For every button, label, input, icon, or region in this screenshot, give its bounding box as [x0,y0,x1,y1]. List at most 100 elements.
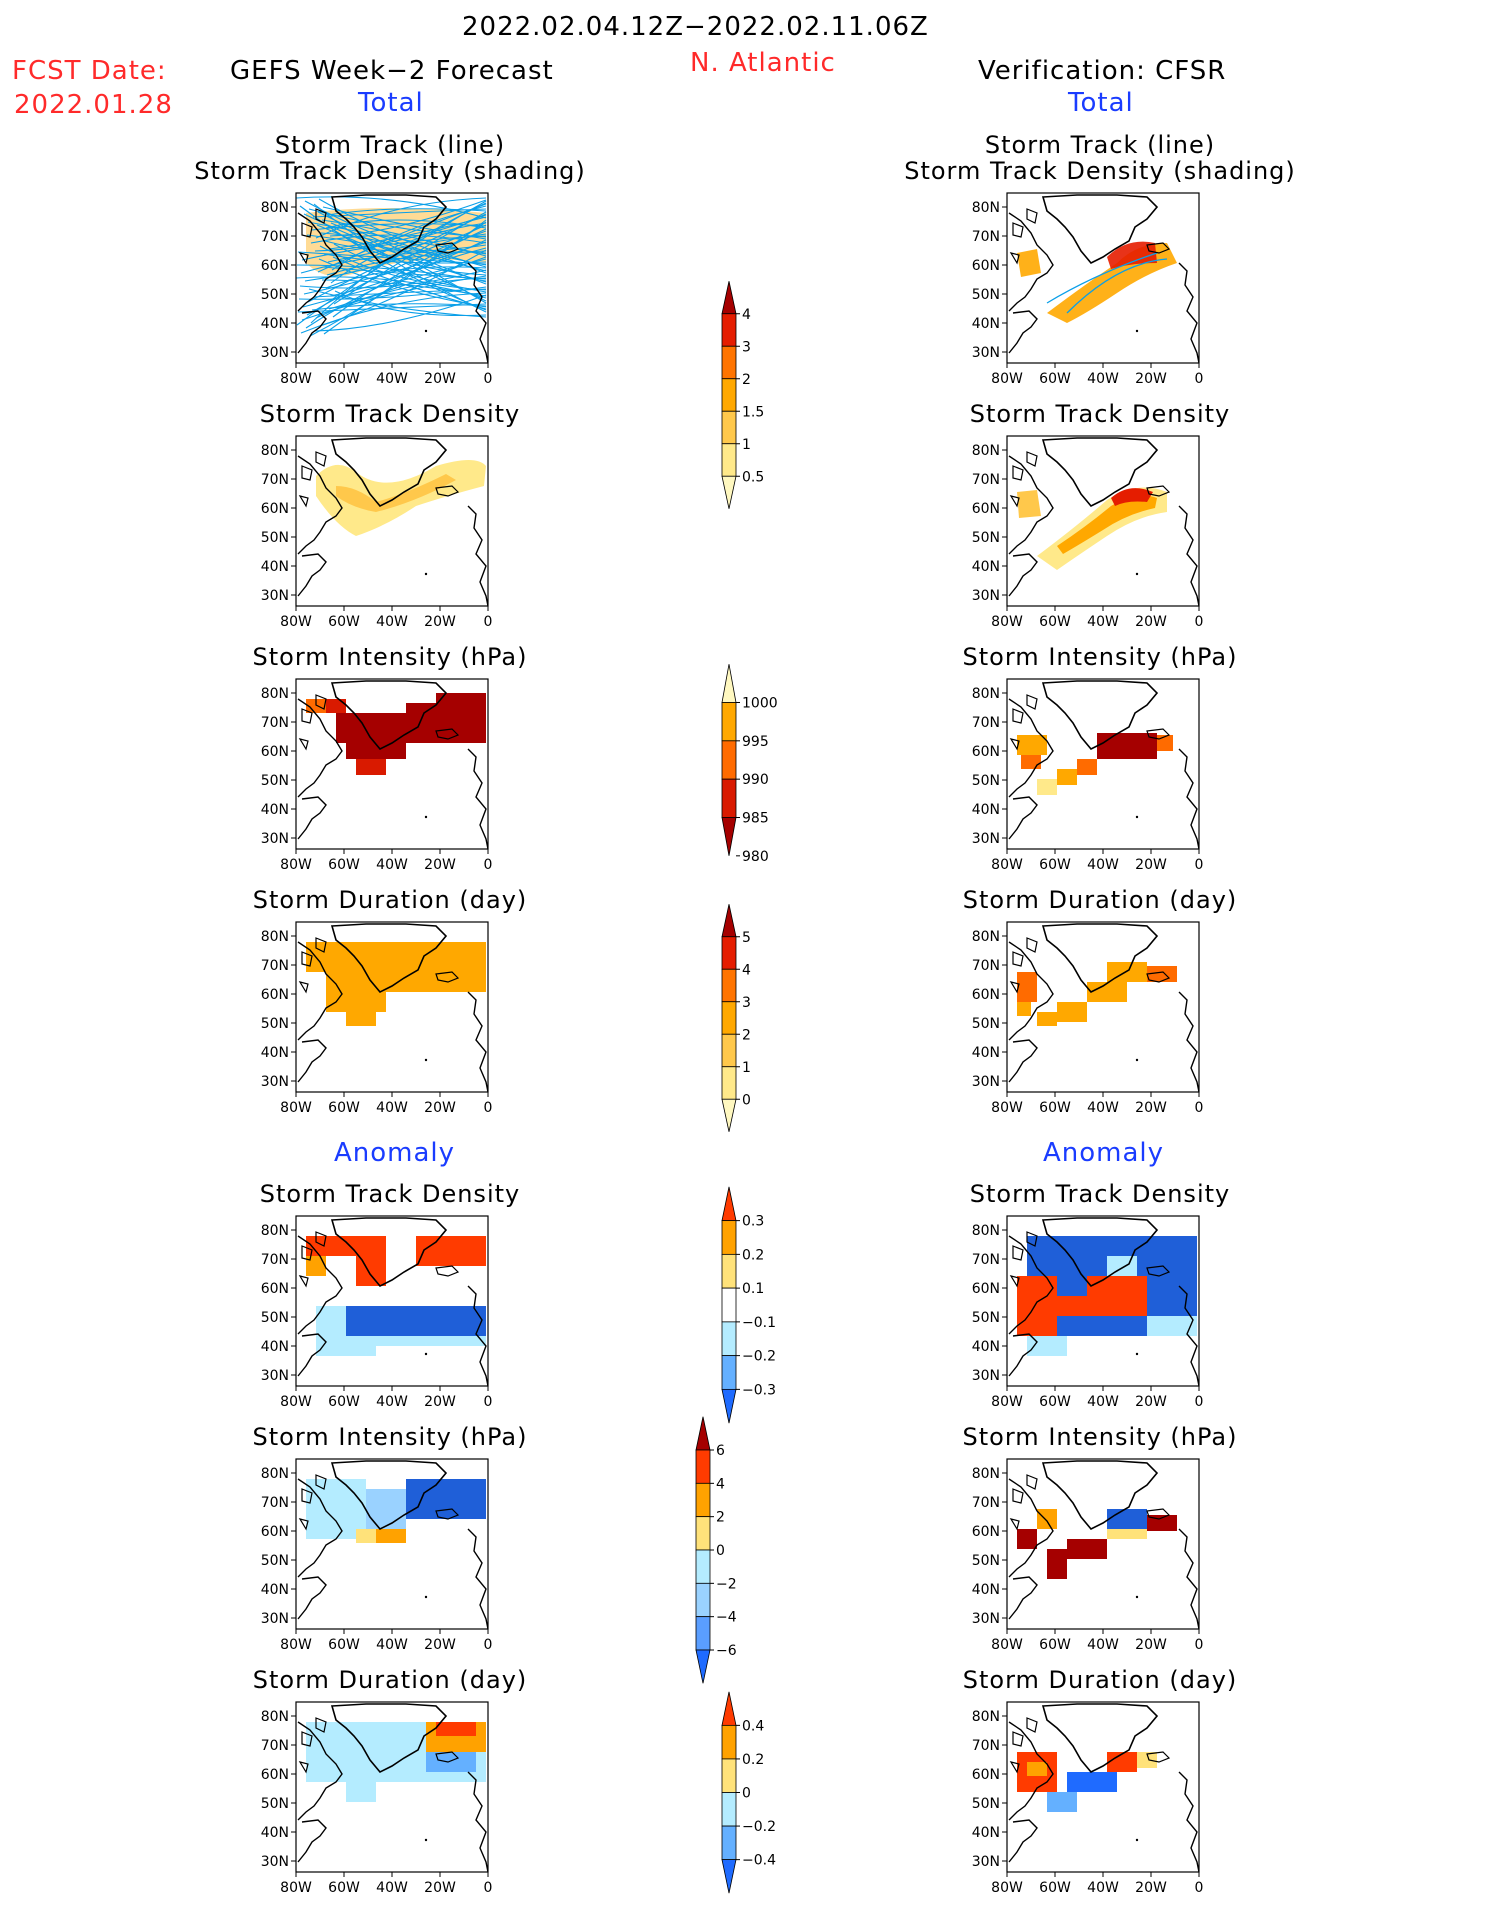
map-left-track [295,192,489,364]
storm-track-line [328,216,487,250]
arctic-islands-coastline [1009,694,1038,751]
labrador-coastline [1008,1478,1054,1578]
arctic-islands-coastline [298,694,327,751]
map-left-anom-density-content [297,1217,488,1386]
lat-tick-label: 60N [261,1524,289,1540]
lon-tick-label: 80W [991,857,1023,873]
lat-tick-label: 70N [261,229,289,245]
lat-tick-label: 50N [261,773,289,789]
greenland-coastline [1041,194,1159,264]
lat-tick-label: 30N [261,1854,289,1870]
azores-dot [1135,572,1139,576]
labrador-coastline [297,941,343,1041]
shaded-cell [406,703,486,743]
colorbar-anom-density: 0.3 0.2 0.1 −0.1 −0.2 −0.3 [721,1186,776,1424]
map-left-track-content [296,194,488,363]
lat-tick-label: 50N [972,530,1000,546]
iceland-coastline [1146,242,1171,254]
title-anom-duration-right: Storm Duration (day) [962,1666,1238,1694]
colorbar-segment [721,1724,737,1760]
storm-track-line [1066,258,1168,314]
europe-coastline [467,1528,488,1629]
shaded-cell [356,1236,386,1286]
labrador-coastline [1008,941,1054,1041]
iceland-coastline [1146,728,1171,740]
lon-tick-label: 60W [1039,1394,1071,1410]
lat-tick-label: 80N [972,443,1000,459]
shaded-cell [1027,1336,1067,1356]
shaded-cell [356,1529,376,1543]
azores-dot [424,1058,428,1062]
lat-tick-label: 40N [972,1339,1000,1355]
colorbar-segment [721,1033,737,1068]
lat-tick-label: 40N [261,1045,289,1061]
arctic-islands-coastline [1009,1231,1038,1288]
lon-tick-label: 60W [1039,614,1071,630]
lat-tick-label: 70N [261,715,289,731]
period-title: 2022.02.04.12Z−2022.02.11.06Z [462,12,929,42]
lat-tick-label: 60N [261,1281,289,1297]
storm-track-line [1046,252,1158,304]
verification-title: Verification: CFSR [978,56,1227,86]
lat-tick-label: 30N [972,1368,1000,1384]
shaded-cell [386,972,446,992]
lat-tick-label: 50N [972,287,1000,303]
shaded-cell [1037,1012,1057,1026]
colorbar-segment [721,1287,737,1323]
map-left-anom-intensity-content [297,1460,488,1629]
lon-tick-label: 20W [424,857,456,873]
colorbar-label: 0.5 [742,469,764,485]
shaded-cell [1087,982,1127,1002]
colorbar-segment [721,1758,737,1793]
lon-tick-label: 0 [1195,371,1204,387]
colorbar-segment [721,443,737,477]
map-left-duration [295,921,489,1093]
shaded-cell [1047,1792,1077,1812]
iceland-coastline [1146,971,1171,983]
colorbar-segment [721,1825,737,1861]
lon-tick-label: 40W [1087,371,1119,387]
colorbar-label: 5 [742,930,751,946]
iceland-coastline [435,242,460,254]
azores-dot [424,1352,428,1356]
colorbar-segment [721,936,737,970]
colorbar-segment [721,968,737,1003]
lon-tick-label: 0 [484,371,493,387]
lon-tick-label: 0 [1195,1100,1204,1116]
map-left-density [295,435,489,607]
shaded-cell [1057,1002,1087,1022]
azores-dot [1135,815,1139,819]
total-label-right: Total [1068,88,1134,118]
azores-dot [424,1595,428,1599]
colorbar-label: 2 [716,1510,725,1526]
storm-track-line [334,230,487,276]
storm-track-line [300,251,487,274]
lon-tick-label: 40W [1087,857,1119,873]
lon-tick-label: 80W [280,614,312,630]
map-right-density-content [1008,437,1199,606]
shaded-cell [356,759,386,775]
total-label-left: Total [358,88,424,118]
shaded-cell [1147,1316,1197,1336]
iceland-coastline [435,485,460,497]
lat-tick-label: 30N [261,345,289,361]
shaded-cell [316,1336,376,1356]
lon-tick-label: 40W [1087,1637,1119,1653]
lat-tick-label: 60N [972,501,1000,517]
storm-track-line [315,277,487,319]
labrador-coastline [1008,1721,1054,1821]
lon-tick-label: 0 [484,857,493,873]
lat-tick-label: 60N [261,501,289,517]
lon-tick-label: 80W [991,371,1023,387]
map-right-duration [1006,921,1200,1093]
storm-track-line [330,222,487,284]
labrador-coastline [297,1721,343,1821]
shaded-cell [1017,1002,1031,1016]
colorbar-segment [721,313,737,347]
map-right-anom-intensity [1006,1458,1200,1630]
lat-tick-label: 30N [972,1611,1000,1627]
iceland-coastline [435,1751,460,1763]
lon-tick-label: 20W [424,614,456,630]
colorbar-arrow-top [721,1186,737,1222]
density-shading [1057,495,1157,554]
